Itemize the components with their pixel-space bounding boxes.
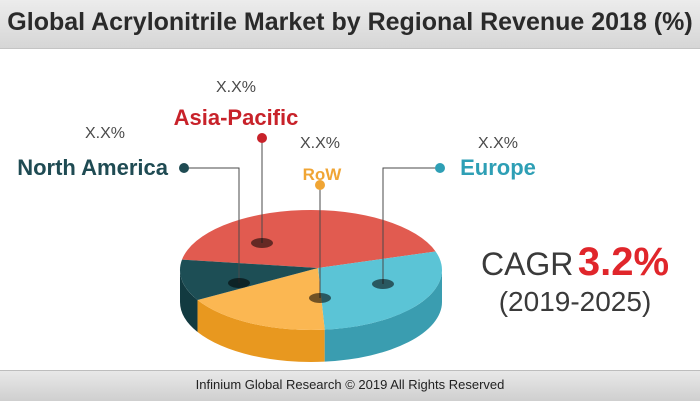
cagr-period: (2019-2025) [498,286,652,317]
slice-asia-pacific [181,209,436,268]
cagr-line: CAGR 3.2% [470,242,680,282]
slice-side-europe [324,270,442,362]
copyright-text: Infinium Global Research © 2019 All Righ… [195,377,505,392]
region-label-europe: Europe [460,155,536,180]
end-dot-asia-pacific [257,133,267,143]
leader-line-europe [382,167,440,284]
slice-side-north-america [179,270,198,332]
title-bar: Global Acrylonitrile Market by Regional … [0,0,700,49]
pct-label-north-america: X.X% [85,125,125,142]
slice-north-america [179,259,318,300]
end-dot-row [315,180,325,190]
anchor-dot-asia-pacific [251,238,273,248]
region-label-asia-pacific: Asia-Pacific [174,105,299,130]
end-dot-north-america [179,163,189,173]
pct-label-row: X.X% [300,135,340,152]
region-label-north-america: North America [17,155,169,180]
chart-title: Global Acrylonitrile Market by Regional … [7,8,693,36]
anchor-dot-north-america [228,278,250,288]
pct-label-asia-pacific: X.X% [216,79,256,96]
leader-line-north-america [184,167,240,283]
footer: Infinium Global Research © 2019 All Righ… [0,370,700,401]
end-dot-europe [435,163,445,173]
slice-row [197,268,325,330]
pct-label-europe: X.X% [478,135,518,152]
anchor-dot-row [309,293,331,303]
region-label-row: RoW [303,165,343,184]
anchor-dot-europe [372,279,394,289]
slice-europe [318,251,442,330]
cagr-value: 3.2% [577,240,670,284]
slice-side-row [197,300,325,362]
cagr-label: CAGR [480,246,574,282]
